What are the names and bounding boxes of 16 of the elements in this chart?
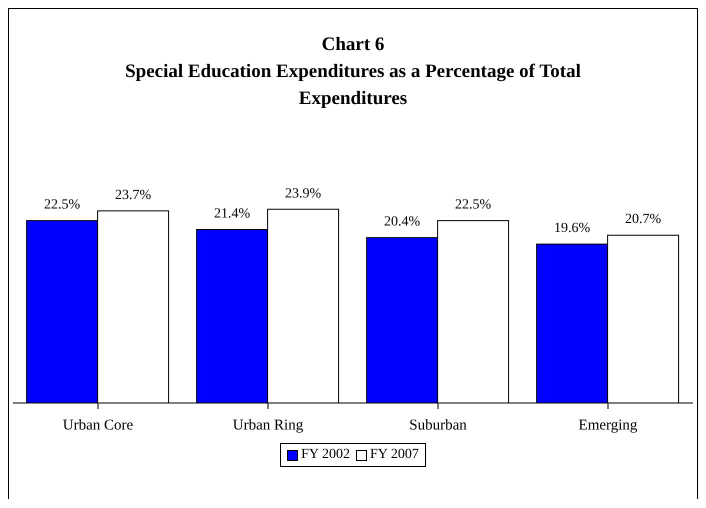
data-label: 21.4% [214,206,251,222]
data-label: 23.7% [115,188,152,203]
x-tick-label: Urban Ring [232,418,304,434]
data-label: 20.7% [625,212,662,228]
data-label: 23.9% [285,186,322,202]
chart-title: Chart 6 [320,33,386,57]
legend-label: FY 2007 [369,447,419,463]
data-label: 22.5% [455,198,492,213]
chart-subtitle: Special Education Expenditures as a Percentage of Total Expenditures [124,60,582,111]
x-tick-label: Suburban [409,418,468,434]
data-label: 20.4% [384,214,421,230]
legend-label: FY 2002 [300,447,350,463]
x-tick-label: Urban Core [62,418,134,434]
x-tick-label: Emerging [578,418,638,434]
data-label: 19.6% [554,221,591,236]
data-label: 22.5% [44,198,81,213]
